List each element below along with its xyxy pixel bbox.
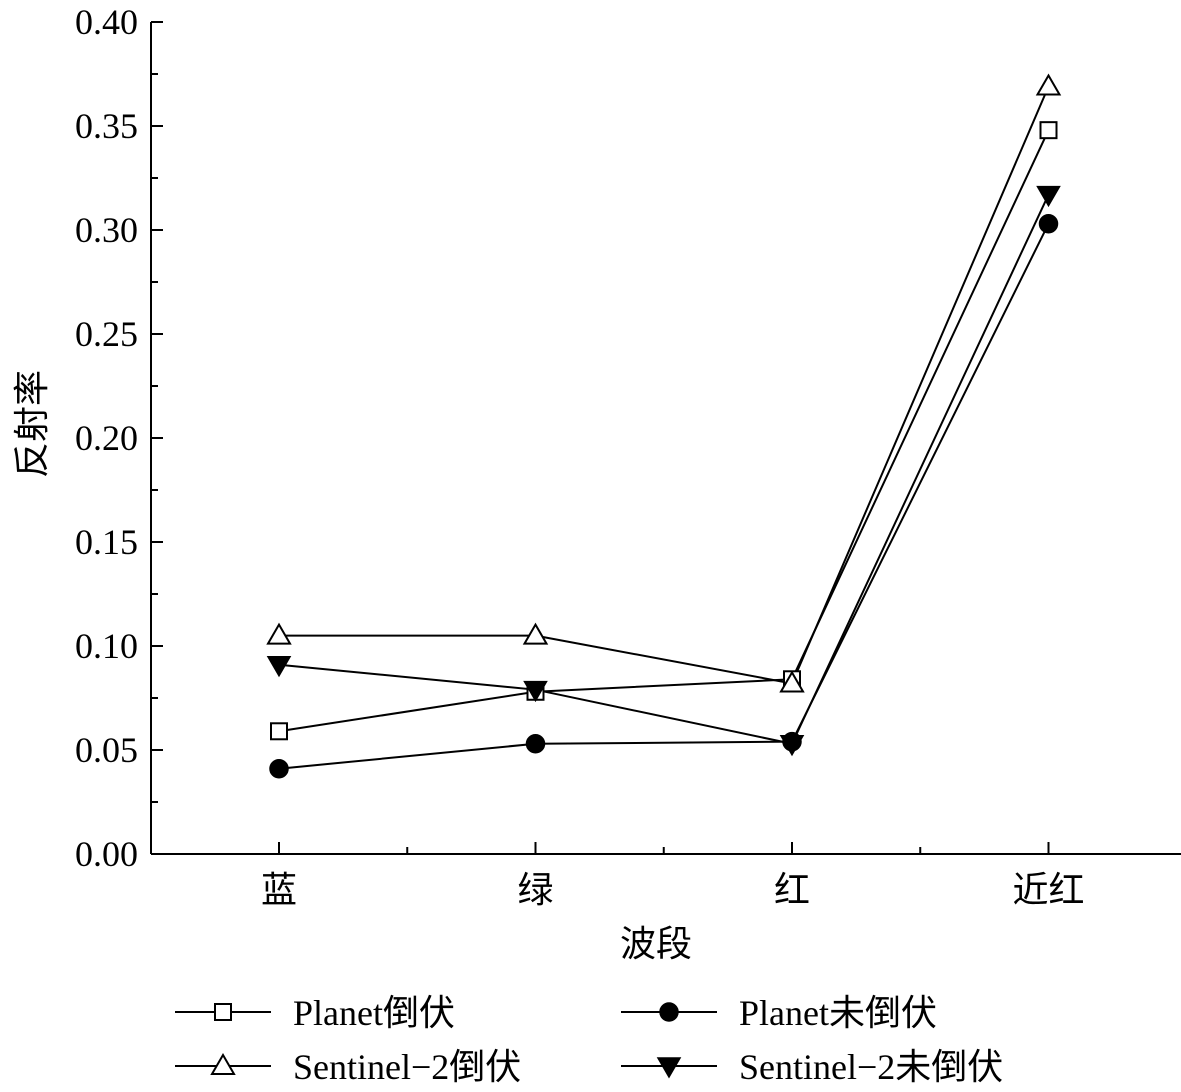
legend-label: Sentinel−2未倒伏: [739, 1047, 1003, 1087]
y-tick-label: 0.30: [75, 210, 138, 250]
series-line: [278, 194, 1050, 745]
y-tick-label: 0.20: [75, 418, 138, 458]
series: [279, 86, 1050, 685]
y-tick-label: 0.00: [75, 834, 138, 874]
marker-triangle-down: [523, 680, 548, 703]
series-markers: [266, 185, 1061, 757]
y-tick-label: 0.40: [75, 2, 138, 42]
legend-item: Planet倒伏: [175, 993, 455, 1033]
legend-label: Sentinel−2倒伏: [293, 1047, 521, 1087]
x-tick-label: 红: [774, 870, 810, 911]
legend-label: Planet倒伏: [293, 993, 455, 1033]
legend-item: Sentinel−2未倒伏: [621, 1047, 1003, 1087]
marker-square: [1039, 121, 1058, 140]
marker-square: [214, 1003, 232, 1021]
legend-item: Sentinel−2倒伏: [175, 1047, 521, 1087]
marker-circle: [1038, 214, 1059, 234]
y-tick-label: 0.25: [75, 314, 138, 354]
marker-triangle-down: [656, 1057, 682, 1079]
series: [278, 129, 1050, 733]
marker-triangle-up: [522, 622, 549, 645]
y-tick-label: 0.35: [75, 106, 138, 146]
y-axis-title: 反射率: [12, 370, 53, 478]
y-tick-label: 0.05: [75, 730, 138, 770]
legend-item: Planet未倒伏: [621, 993, 937, 1033]
series-line: [279, 86, 1050, 685]
series-line: [278, 223, 1050, 770]
series-line: [278, 129, 1050, 733]
y-tick-label: 0.15: [75, 522, 138, 562]
x-tick-label: 近红: [1012, 870, 1084, 911]
marker-circle: [659, 1002, 679, 1022]
marker-circle: [525, 734, 546, 754]
x-axis-title: 波段: [620, 924, 692, 965]
marker-square: [270, 722, 288, 741]
marker-triangle-up: [210, 1053, 236, 1075]
x-tick-label: 蓝: [261, 870, 297, 911]
axes: 0.00 0.05 0.10 0.15 0.20 0.25 0.30 0.35 0.40 蓝 绿 红 近…: [75, 2, 1181, 911]
legend: Planet倒伏 Planet未倒伏 Sentinel−2倒伏 Sentinel−2未…: [175, 993, 1003, 1087]
marker-triangle-down: [779, 735, 805, 757]
marker-circle: [269, 758, 289, 779]
y-tick-label: 0.10: [75, 626, 138, 666]
marker-triangle-up: [779, 670, 805, 693]
series-markers: [266, 73, 1062, 693]
legend-label: Planet未倒伏: [739, 993, 937, 1033]
marker-triangle-up: [266, 622, 292, 645]
series: [278, 223, 1050, 770]
series: [278, 194, 1050, 745]
marker-triangle-down: [1036, 185, 1061, 208]
series-layer: [266, 73, 1062, 779]
x-tick-label: 绿: [517, 870, 553, 911]
marker-triangle-up: [1035, 73, 1062, 96]
series-markers: [269, 214, 1059, 779]
marker-triangle-down: [266, 655, 292, 678]
